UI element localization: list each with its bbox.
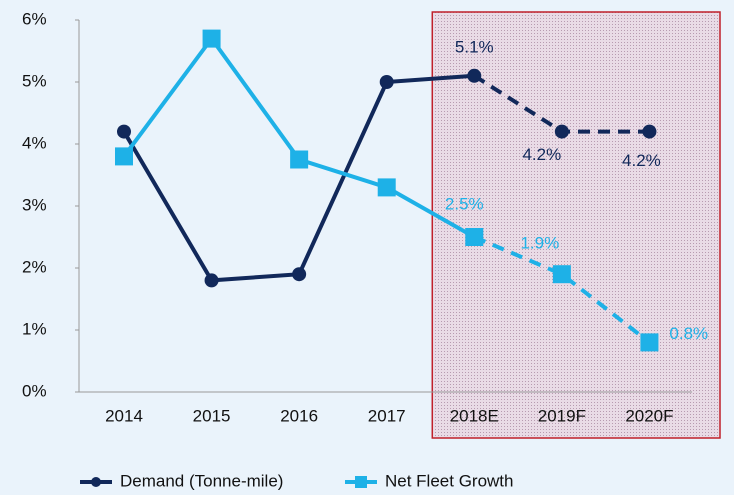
x-tick-label: 2018E xyxy=(450,406,499,425)
x-tick-label: 2016 xyxy=(280,406,318,425)
y-tick-label: 1% xyxy=(22,319,47,338)
y-tick-label: 3% xyxy=(22,195,47,214)
series-line xyxy=(122,35,476,239)
marker xyxy=(204,273,219,288)
forecast-region xyxy=(431,11,721,439)
marker xyxy=(115,147,133,166)
x-tick-label: 2020F xyxy=(625,406,673,425)
legend-label: Demand (Tonne-mile) xyxy=(120,471,283,490)
data-label: 0.8% xyxy=(669,324,708,343)
data-label: 2.5% xyxy=(445,194,484,213)
x-tick-label: 2019F xyxy=(538,406,586,425)
forecast-line xyxy=(473,235,651,344)
marker xyxy=(379,75,394,89)
y-tick-label: 6% xyxy=(22,9,47,28)
legend-marker xyxy=(355,476,367,488)
data-label: 4.2% xyxy=(622,151,661,170)
marker xyxy=(290,150,309,169)
marker xyxy=(465,228,484,246)
x-tick-label: 2015 xyxy=(193,406,231,425)
marker xyxy=(117,124,131,139)
data-label: 5.1% xyxy=(455,37,494,56)
marker xyxy=(554,124,569,139)
marker xyxy=(202,29,221,48)
data-label: 4.2% xyxy=(522,145,561,164)
series-line xyxy=(122,73,475,283)
marker xyxy=(377,178,396,197)
data-label: 1.9% xyxy=(520,234,559,253)
marker xyxy=(467,68,482,83)
y-tick-label: 5% xyxy=(22,71,47,90)
legend-marker xyxy=(91,477,101,487)
marker xyxy=(640,333,659,352)
marker xyxy=(642,124,657,139)
x-tick-label: 2017 xyxy=(368,406,406,425)
y-tick-label: 0% xyxy=(22,381,47,400)
legend-label: Net Fleet Growth xyxy=(385,471,514,490)
y-tick-label: 4% xyxy=(22,133,47,152)
x-tick-label: 2014 xyxy=(105,406,143,425)
marker xyxy=(552,265,571,284)
y-tick-label: 2% xyxy=(22,257,47,276)
marker xyxy=(292,267,307,282)
